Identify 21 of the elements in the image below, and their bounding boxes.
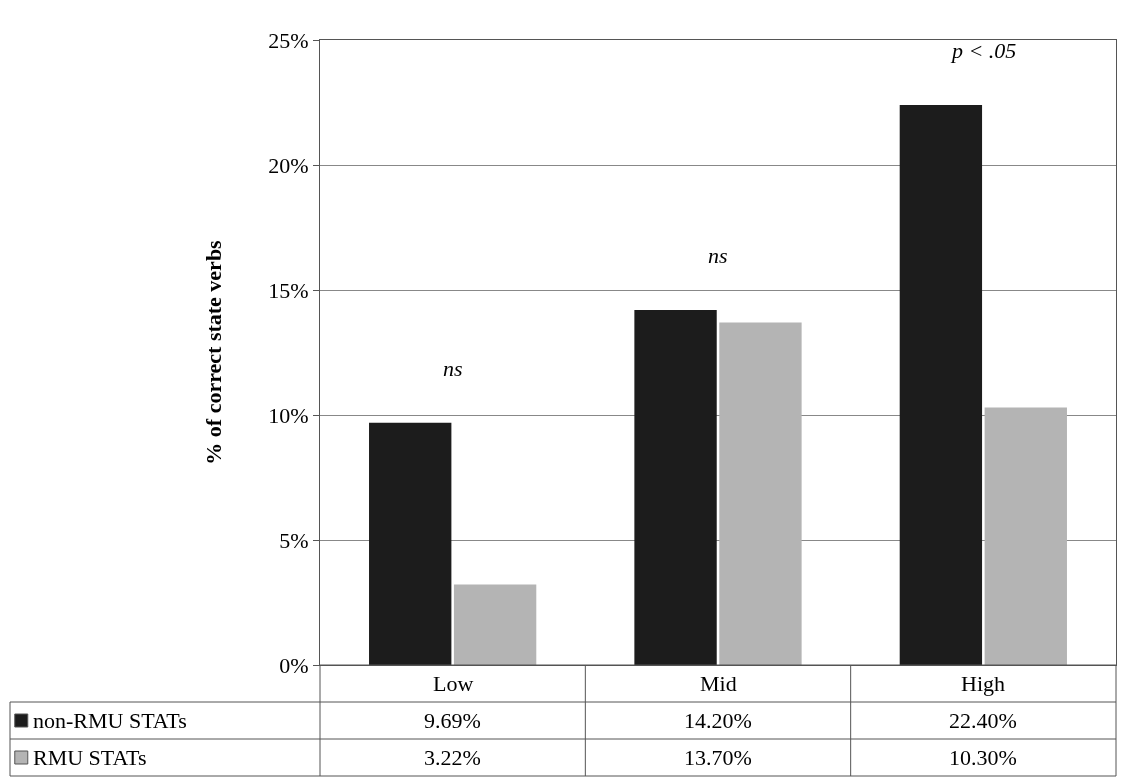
- legend-label: non-RMU STATs: [33, 708, 187, 733]
- data-label: 14.20%: [684, 708, 752, 733]
- y-tick-label: 15%: [268, 277, 309, 303]
- y-tick-label: 0%: [279, 652, 309, 678]
- data-label: 9.69%: [424, 708, 481, 733]
- y-axis-title: % of correct state verbs: [201, 239, 227, 465]
- legend-label: RMU STATs: [33, 745, 147, 770]
- x-tick-label: High: [961, 671, 1005, 696]
- y-tick-label: 5%: [279, 527, 309, 553]
- data-label: 13.70%: [684, 745, 752, 770]
- annotation: ns: [708, 243, 728, 268]
- data-label: 10.30%: [949, 745, 1017, 770]
- data-label: 22.40%: [949, 708, 1017, 733]
- data-label: 3.22%: [424, 745, 481, 770]
- y-tick-label: 10%: [268, 402, 309, 428]
- y-tick-label: 25%: [268, 27, 309, 53]
- x-tick-label: Low: [433, 671, 474, 696]
- x-tick-label: Mid: [700, 671, 737, 696]
- annotation: ns: [443, 356, 463, 381]
- annotation: p < .05: [950, 38, 1017, 63]
- y-tick-label: 20%: [268, 152, 309, 178]
